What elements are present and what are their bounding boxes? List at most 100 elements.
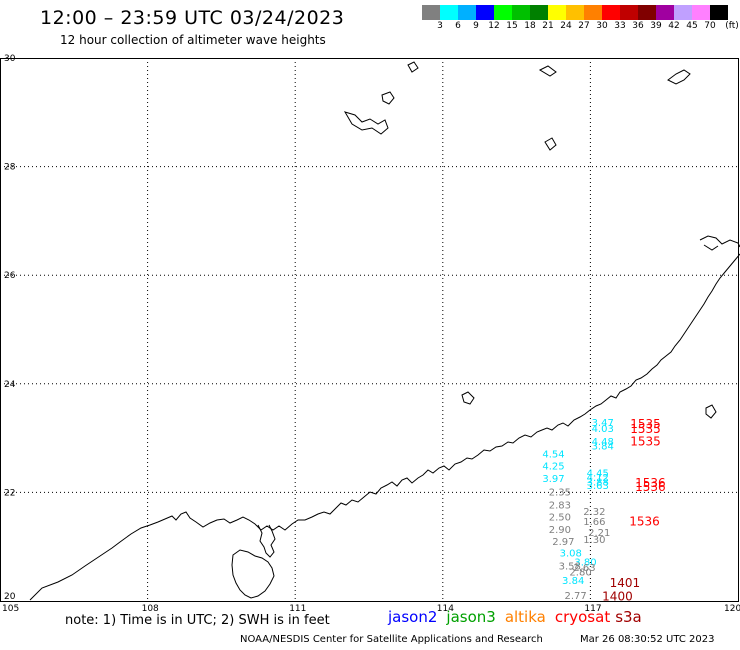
map-frame (0, 58, 739, 602)
pass-time-label-32: 1536 (629, 515, 660, 529)
legend-swatch-10 (602, 5, 620, 20)
leizhou-peninsula-coastline (257, 524, 276, 558)
coastline (29, 61, 740, 601)
wave-height-label-23: 2.63 (573, 563, 595, 574)
legend-label-4: 15 (506, 21, 518, 31)
wave-height-label-6: 3.97 (542, 474, 564, 485)
wave-height-label-11: 2.35 (549, 488, 571, 499)
legend-label-6: 21 (542, 21, 554, 31)
mainland-coastline (29, 253, 740, 601)
legend-label-1: 6 (455, 21, 461, 31)
lon-label-108: 108 (142, 604, 159, 614)
legend-swatch-5 (512, 5, 530, 20)
legend-swatch-1 (440, 5, 458, 20)
legend-label-13: 42 (668, 21, 680, 31)
generation-timestamp: Mar 26 08:30:52 UTC 2023 (580, 634, 715, 645)
lat-label-28: 28 (4, 163, 16, 173)
pass-time-label-34: 1400 (602, 589, 633, 603)
credit-text: NOAA/NESDIS Center for Satellite Applica… (240, 634, 543, 645)
legend-swatch-4 (494, 5, 512, 20)
lon-label-111: 111 (289, 604, 306, 614)
taiwan-coastline (699, 235, 740, 251)
wave-height-label-4: 4.54 (542, 450, 564, 461)
mission-jason2: jason2 (388, 608, 438, 626)
legend-swatch-8 (566, 5, 584, 20)
east-china-islands (343, 91, 395, 135)
wave-height-label-9: 3.88 (587, 477, 609, 488)
wave-height-label-1: 4.03 (592, 424, 614, 435)
lon-label-117: 117 (584, 604, 601, 614)
mission-jason3: jason3 (446, 608, 496, 626)
altimeter-observations: 3.474.034.483.844.544.253.97 4.454.123.88… (542, 417, 665, 604)
legend-label-11: 36 (632, 21, 644, 31)
pass-time-label-29: 1535 (630, 435, 661, 449)
wave-height-label-24: 2.80 (569, 567, 591, 578)
wave-height-label-2: 4.48 (592, 437, 614, 448)
mission-cryosat: cryosat (554, 608, 611, 626)
lon-label-114: 114 (437, 604, 454, 614)
legend-swatch-0 (422, 5, 440, 20)
legend-swatch-9 (584, 5, 602, 20)
legend-label-0: 3 (437, 21, 443, 31)
lon-label-105: 105 (2, 604, 19, 614)
wave-height-label-12: 2.83 (549, 501, 571, 512)
legend-label-16: (ft) (725, 21, 739, 31)
legend-swatch-14 (674, 5, 692, 20)
legend-swatch-6 (530, 5, 548, 20)
wave-height-label-15: 2.97 (552, 537, 574, 548)
taiwan-east-fragments (705, 404, 717, 419)
wave-height-label-7: 4.45 (587, 469, 609, 480)
mission-altika: altika (504, 608, 546, 626)
legend-swatch-3 (476, 5, 494, 20)
legend-swatch-12 (638, 5, 656, 20)
legend-label-2: 9 (473, 21, 479, 31)
wave-height-label-16: 2.32 (583, 507, 605, 518)
legend-label-8: 27 (578, 21, 590, 31)
wave-height-legend-labels: 3 6 9 12 15 18 21 24 27 30 33 36 39 42 45 70 (ft) (422, 21, 740, 33)
lat-label-26: 26 (4, 271, 16, 281)
small-island-north-3 (407, 61, 419, 73)
small-island-north-2 (538, 65, 557, 151)
wave-height-label-22: 3.58 (559, 562, 581, 573)
map-gridlines (0, 58, 738, 601)
wave-height-label-10: 3.63 (587, 481, 609, 492)
legend-swatch-15 (692, 5, 710, 20)
wave-height-color-legend (422, 5, 728, 20)
hainan-island-coastline (231, 549, 275, 599)
legend-swatch-11 (620, 5, 638, 20)
wave-height-label-5: 4.25 (542, 462, 564, 473)
pass-time-label-31: 1536 (635, 480, 666, 494)
pass-time-label-28: 1535 (630, 422, 661, 436)
wave-height-label-18: 2.21 (588, 528, 610, 539)
lat-label-22: 22 (4, 488, 15, 498)
legend-label-10: 33 (614, 21, 626, 31)
wave-height-label-17: 1.66 (583, 517, 605, 528)
mission-legend: jason2 jason3 altika cryosat s3a (388, 608, 651, 626)
legend-label-12: 39 (650, 21, 662, 31)
pass-time-label-27: 1535 (630, 417, 661, 431)
lon-label-120: 120 (724, 604, 740, 614)
legend-label-5: 18 (524, 21, 536, 31)
legend-swatch-2 (458, 5, 476, 20)
wave-height-label-25: 3.84 (562, 576, 584, 587)
legend-swatch-13 (656, 5, 674, 20)
wave-height-label-14: 2.90 (549, 525, 571, 536)
wave-height-label-19: 1.30 (583, 535, 605, 546)
pass-time-label-30: 1536 (635, 476, 666, 490)
wave-height-label-26: 2.77 (565, 591, 587, 602)
page-subtitle: 12 hour collection of altimeter wave hei… (60, 33, 326, 47)
footer-note: note: 1) Time is in UTC; 2) SWH is in fe… (65, 613, 330, 628)
lat-label-20: 20 (4, 592, 16, 602)
lat-label-24: 24 (4, 380, 16, 390)
mission-s3a: s3a (615, 608, 642, 626)
legend-swatch-7 (548, 5, 566, 20)
wave-height-label-21: 3.80 (574, 558, 596, 569)
wave-height-label-3: 3.84 (592, 442, 614, 453)
penghu-islands (461, 391, 475, 405)
wave-height-label-8: 4.12 (587, 473, 609, 484)
wave-height-label-13: 2.50 (549, 513, 571, 524)
legend-label-14: 45 (686, 21, 698, 31)
